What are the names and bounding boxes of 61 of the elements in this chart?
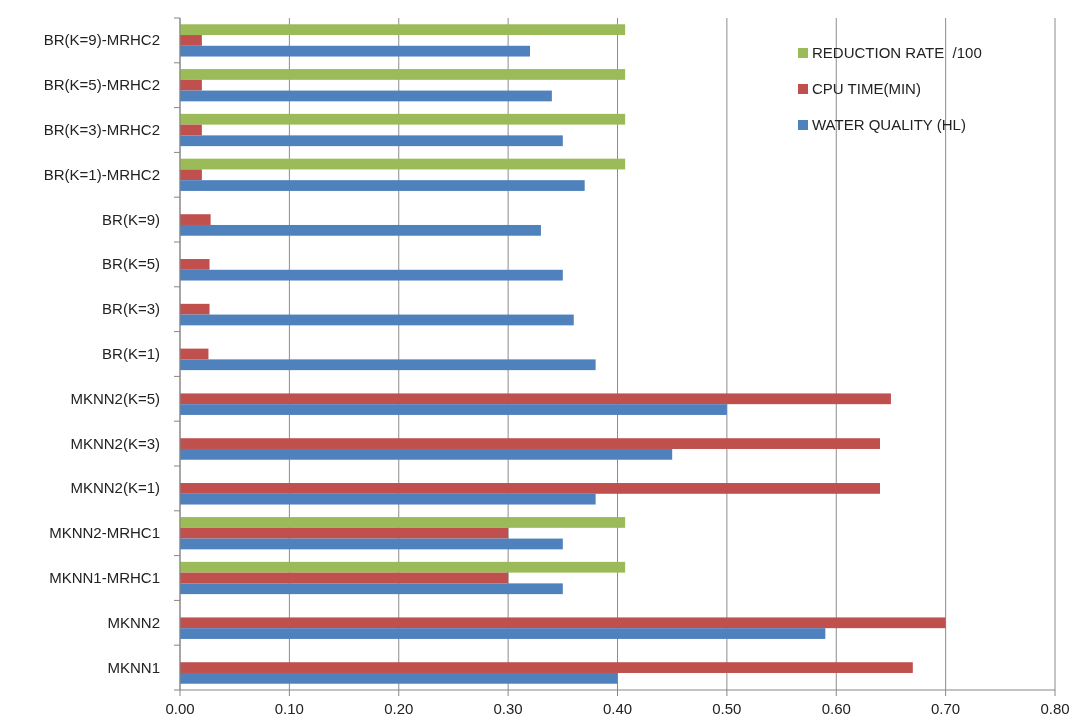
x-tick-label: 0.30 <box>493 700 523 717</box>
bar <box>180 303 210 315</box>
bar <box>180 438 880 449</box>
bar <box>180 314 574 326</box>
y-tick-label: BR(K=1) <box>102 345 160 362</box>
bar <box>180 404 727 415</box>
bar <box>180 69 626 80</box>
bar <box>180 628 826 639</box>
bar <box>180 169 202 181</box>
bar <box>180 45 530 57</box>
y-tick-label: MKNN1 <box>107 658 160 676</box>
bar <box>180 135 563 147</box>
x-tick-label: 0.70 <box>931 700 961 717</box>
bar <box>180 448 673 460</box>
bar <box>180 662 913 673</box>
bar <box>180 180 585 191</box>
bar <box>180 359 596 371</box>
y-tick-label: BR(K=5) <box>102 255 160 273</box>
y-tick-label: BR(K=1)-MRHC2 <box>43 165 160 183</box>
y-tick-label: BR(K=3) <box>102 300 160 318</box>
bar <box>180 113 626 125</box>
bar <box>180 527 509 539</box>
bar <box>180 269 563 281</box>
bar <box>180 493 596 505</box>
y-tick-label: BR(K=5)-MRHC2 <box>43 76 160 94</box>
legend-label: CPU TIME(MIN) <box>812 80 921 97</box>
bar <box>180 517 626 528</box>
bar <box>180 617 946 629</box>
bar <box>180 90 552 102</box>
x-tick-label: 0.20 <box>384 700 414 717</box>
bar <box>180 158 626 170</box>
bar <box>180 224 541 236</box>
x-tick-label: 0.60 <box>821 700 851 717</box>
bar <box>180 24 626 36</box>
bar <box>180 79 202 91</box>
y-tick-label: MKNN1-MRHC1 <box>49 569 160 586</box>
x-tick-label: 0.00 <box>165 700 195 717</box>
bar <box>180 259 210 270</box>
legend-label: REDUCTION RATE /100 <box>812 44 982 61</box>
y-tick-label: MKNN2(K=3) <box>70 434 160 452</box>
x-tick-label: 0.10 <box>274 700 304 717</box>
legend-label: WATER QUALITY (HL) <box>812 116 966 133</box>
y-tick-label: BR(K=9)-MRHC2 <box>43 31 160 49</box>
x-tick-label: 0.80 <box>1040 700 1070 717</box>
bar <box>180 35 202 46</box>
y-tick-label: BR(K=3)-MRHC2 <box>43 121 160 138</box>
bar <box>180 483 880 494</box>
y-tick-label: BR(K=9) <box>102 210 160 228</box>
bar <box>180 561 626 573</box>
bar <box>180 393 891 405</box>
bar <box>180 672 618 684</box>
y-tick-label: MKNN2(K=1) <box>70 479 160 497</box>
y-tick-label: MKNN2-MRHC1 <box>49 524 160 542</box>
bar <box>180 583 563 595</box>
bar <box>180 572 509 584</box>
y-tick-label: MKNN2 <box>107 613 160 631</box>
x-tick-label: 0.40 <box>602 700 633 717</box>
x-tick-label: 0.50 <box>712 700 742 717</box>
y-tick-label: MKNN2(K=5) <box>70 389 160 407</box>
bar <box>180 538 563 550</box>
bar <box>180 214 211 225</box>
